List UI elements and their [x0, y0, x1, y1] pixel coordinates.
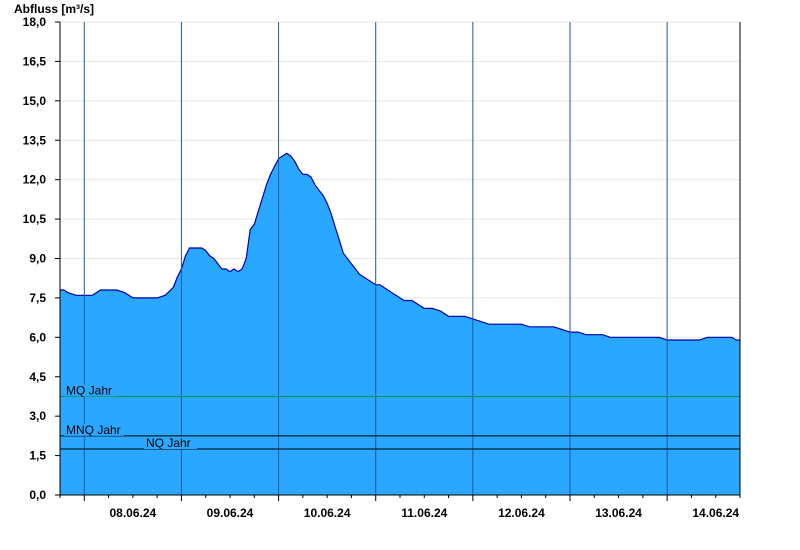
reference-label-bg [64, 423, 124, 436]
plot-area: MQ Jahr MNQ Jahr NQ Jahr 0,0 1,5 3,0 4,5 6,0 7,5… [23, 15, 741, 520]
y-tick-label: 13,5 [23, 133, 47, 147]
y-tick-label: 12,0 [23, 173, 47, 187]
reference-label-bg [144, 437, 197, 450]
x-day-label: 13.06.24 [595, 506, 642, 520]
y-axis-label: Abfluss [m³/s] [14, 2, 94, 16]
x-day-label: 09.06.24 [207, 506, 254, 520]
y-tick-label: 0,0 [29, 488, 46, 502]
reference-label: MNQ Jahr [66, 423, 121, 437]
y-tick-label: 9,0 [29, 252, 46, 266]
y-tick-label: 10,5 [23, 212, 47, 226]
x-day-label: 11.06.24 [401, 506, 447, 520]
x-day-label: 12.06.24 [498, 506, 545, 520]
reference-label: MQ Jahr [66, 383, 112, 397]
y-tick-label: 3,0 [29, 409, 46, 423]
y-tick-label: 16,5 [23, 54, 47, 68]
y-tick-label: 6,0 [29, 330, 46, 344]
x-day-label: 10.06.24 [304, 506, 351, 520]
x-day-label: 08.06.24 [109, 506, 156, 520]
y-tick-label: 7,5 [29, 291, 46, 305]
x-day-label: 14.06.24 [692, 506, 739, 520]
y-tick-label: 18,0 [23, 15, 47, 29]
discharge-line [60, 152, 740, 341]
reference-label-bg [64, 384, 117, 397]
y-tick-label: 1,5 [29, 449, 46, 463]
y-tick-label: 4,5 [29, 370, 46, 384]
reference-label: NQ Jahr [146, 436, 191, 450]
y-tick-label: 15,0 [23, 94, 47, 108]
